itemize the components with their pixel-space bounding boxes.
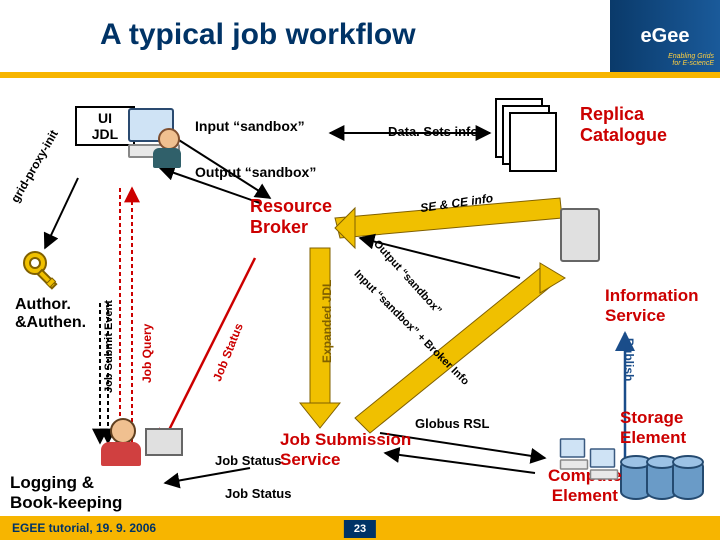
key-icon xyxy=(20,248,70,303)
edge-globus-rsl: Globus RSL xyxy=(415,416,489,431)
compute-pc-icon-2 xyxy=(590,448,619,480)
edge-job-status-top: Job Status xyxy=(210,321,246,383)
logo-subtitle: Enabling Grids for E-sciencE xyxy=(668,53,714,68)
node-information-service: Information Service xyxy=(605,286,699,326)
user-icon xyxy=(158,128,181,168)
node-jss: Job Submission Service xyxy=(280,430,411,470)
node-replica-catalogue: Replica Catalogue xyxy=(580,104,667,146)
diagram-canvas: UI JDL grid-proxy-init Author. &Authen. … xyxy=(0,78,720,516)
edge-job-query: Job Query xyxy=(140,324,154,383)
storage-icon xyxy=(620,458,704,500)
edge-job-status-bottom: Job Status xyxy=(225,486,291,501)
page-title: A typical job workflow xyxy=(100,18,416,52)
edge-datasets-info: Data. Sets info xyxy=(388,124,478,139)
operator-icon xyxy=(110,418,141,466)
edge-grid-proxy-init: grid-proxy-init xyxy=(8,128,61,205)
edge-job-status-mid: Job Status xyxy=(215,453,281,468)
node-storage-element: Storage Element xyxy=(620,408,686,448)
node-ui-jdl: UI JDL xyxy=(75,106,135,146)
edge-input-sandbox: Input “sandbox” xyxy=(195,118,305,134)
node-resource-broker: Resource Broker xyxy=(250,196,332,238)
node-logging: Logging & Book-keeping xyxy=(10,473,122,513)
edge-job-submit-event: Job Submit Event xyxy=(103,300,115,393)
logo: eGee Enabling Grids for E-sciencE xyxy=(610,0,720,72)
node-author-authen: Author. &Authen. xyxy=(15,296,86,332)
edge-se-ce-info: SE & CE info xyxy=(419,191,494,215)
slide: A typical job workflow eGee Enabling Gri… xyxy=(0,0,720,540)
operator-desk-icon xyxy=(145,428,183,456)
footer-text: EGEE tutorial, 19. 9. 2006 xyxy=(12,521,156,535)
logo-text: eGee xyxy=(641,25,690,48)
page-number: 23 xyxy=(344,520,376,538)
header: A typical job workflow eGee Enabling Gri… xyxy=(0,0,720,72)
edge-output-sandbox: Output “sandbox” xyxy=(195,164,316,180)
server-icon xyxy=(560,208,600,262)
edge-expanded-jdl: Expanded JDL xyxy=(320,280,334,363)
compute-pc-icon xyxy=(560,438,589,470)
edge-publish: Publish xyxy=(622,338,636,381)
